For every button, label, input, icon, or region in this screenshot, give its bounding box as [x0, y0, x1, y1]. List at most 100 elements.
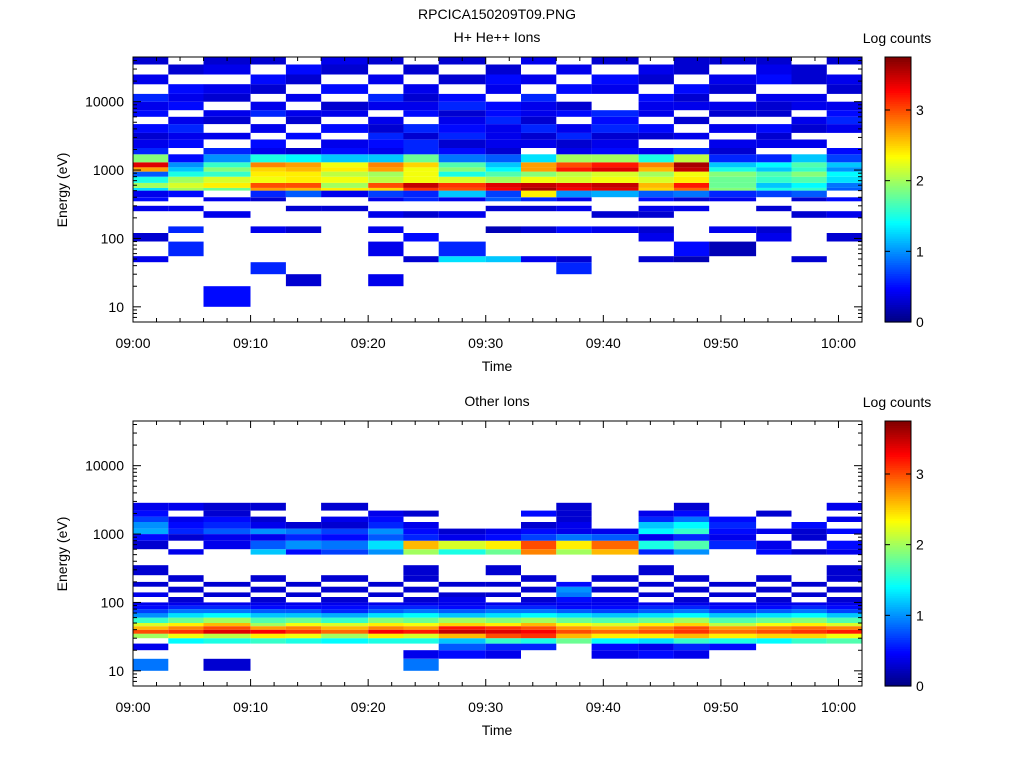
- colorbar-segment: [885, 308, 911, 312]
- x-axis: 09:00 09:10 09:20 09:30 09:40 09:50 10:00: [115, 421, 863, 715]
- heatmap-cell: [168, 93, 204, 102]
- heatmap-cell: [403, 93, 439, 102]
- heatmap-cell: [168, 182, 204, 188]
- colorbar-segment: [885, 136, 911, 140]
- heatmap-cell: [591, 623, 639, 627]
- heatmap-cell: [521, 540, 557, 550]
- heatmap-cell: [250, 182, 286, 188]
- heatmap-cell: [368, 162, 404, 168]
- heatmap-cell: [368, 241, 404, 257]
- x-tick-label: 09:10: [233, 335, 268, 351]
- heatmap-cell: [250, 575, 286, 582]
- colorbar-segment: [885, 615, 911, 619]
- heatmap-cell: [485, 132, 521, 140]
- heatmap-cell: [591, 650, 639, 659]
- heatmap-cell: [709, 162, 757, 168]
- heatmap-cell: [438, 124, 486, 133]
- colorbar-segment: [885, 224, 911, 228]
- heatmap-cell: [168, 597, 204, 603]
- heatmap-cell: [438, 197, 486, 202]
- heatmap-cell: [556, 148, 592, 155]
- heatmap-cell: [591, 162, 639, 168]
- colorbar-segment: [885, 302, 911, 305]
- colorbar-segment: [885, 235, 911, 239]
- heatmap-cell: [321, 101, 369, 111]
- heatmap-cell: [709, 516, 757, 522]
- heatmap-cell: [826, 617, 862, 623]
- heatmap-cell: [673, 176, 710, 183]
- colorbar-segment: [885, 478, 911, 482]
- colorbar-segment: [885, 668, 911, 672]
- heatmap-cell: [438, 190, 486, 198]
- heatmap-cell: [791, 549, 827, 555]
- colorbar-segment: [885, 575, 911, 579]
- colorbar-segment: [885, 546, 911, 550]
- heatmap-cell: [709, 187, 757, 191]
- heatmap-cell: [168, 522, 204, 529]
- heatmap-cell: [556, 182, 592, 188]
- heatmap-cell: [638, 650, 674, 659]
- heatmap-cell: [756, 629, 792, 634]
- heatmap-cell: [403, 182, 439, 188]
- heatmap-cell: [203, 84, 251, 94]
- colorbar-segment: [885, 176, 911, 180]
- heatmap-cell: [133, 602, 169, 606]
- colorbar-segment: [885, 644, 911, 647]
- heatmap-cell: [756, 132, 792, 140]
- heatmap-cell: [321, 522, 369, 529]
- heatmap-cell: [791, 154, 827, 163]
- colorbar-segment: [885, 160, 911, 164]
- colorbar-segment: [885, 661, 911, 665]
- heatmap-cell: [168, 629, 204, 634]
- heatmap-cell: [203, 658, 251, 671]
- heatmap-cell: [521, 205, 557, 212]
- heatmap-cell: [321, 623, 369, 627]
- heatmap-cell: [368, 74, 404, 85]
- colorbar-segment: [885, 637, 911, 641]
- heatmap-cell: [321, 84, 369, 94]
- heatmap-cell: [168, 623, 204, 627]
- heatmap-cell: [673, 586, 710, 593]
- heatmap-cell: [203, 154, 251, 163]
- heatmap-cell: [591, 167, 639, 172]
- heatmap-cell: [638, 162, 674, 168]
- heatmap-cell: [321, 64, 369, 75]
- heatmap-cell: [250, 262, 286, 275]
- colorbar-label: Log counts: [863, 30, 932, 46]
- heatmap-cell: [709, 101, 757, 111]
- colorbar-segment: [885, 544, 911, 548]
- heatmap-cell: [556, 516, 592, 522]
- colorbar-segment: [885, 666, 911, 669]
- heatmap-cell: [638, 233, 674, 242]
- heatmap-cell: [791, 101, 827, 111]
- heatmap-cell: [203, 633, 251, 639]
- heatmap-cell: [438, 602, 486, 606]
- heatmap-cell: [285, 617, 322, 623]
- heatmap-cell: [556, 262, 592, 275]
- colorbar-segment: [885, 566, 911, 570]
- heatmap-cell: [756, 101, 792, 111]
- heatmap-cell: [403, 187, 439, 191]
- heatmap-cell: [591, 182, 639, 188]
- y-axis: 10 100 1000 10000: [85, 423, 862, 687]
- heatmap-cell: [591, 148, 639, 155]
- heatmap-cell: [521, 187, 557, 191]
- heatmap-cell: [403, 638, 439, 644]
- heatmap-cell: [756, 510, 792, 517]
- heatmap-cell: [485, 602, 521, 606]
- heatmap-cell: [438, 176, 486, 183]
- heatmap-cell: [368, 626, 404, 630]
- heatmap-cell: [826, 116, 862, 125]
- heatmap-cell: [485, 540, 521, 550]
- heatmap-cell: [709, 182, 757, 188]
- heatmap-cell: [709, 241, 757, 257]
- heatmap-cell: [756, 176, 792, 183]
- colorbar-segment: [885, 200, 911, 204]
- colorbar-segment: [885, 211, 911, 215]
- colorbar-segment: [885, 628, 911, 632]
- colorbar-segment: [885, 260, 911, 263]
- colorbar-segment: [885, 471, 911, 475]
- colorbar-segment: [885, 240, 911, 244]
- heatmap-cell: [168, 64, 204, 75]
